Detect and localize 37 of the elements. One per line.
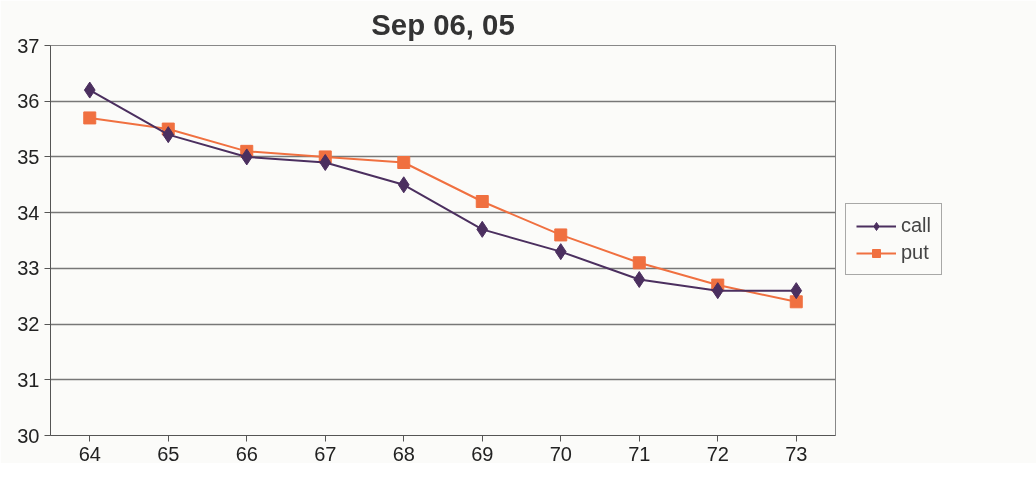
y-tick-label: 31: [17, 368, 40, 391]
y-tick-label: 35: [17, 145, 40, 168]
y-tick-label: 32: [17, 313, 40, 336]
y-tick-label: 36: [17, 90, 40, 113]
legend-label: call: [901, 214, 932, 237]
x-tick-label: 68: [392, 442, 415, 465]
point: [633, 271, 646, 288]
point: [162, 126, 175, 144]
y-tick-label: 34: [17, 201, 40, 224]
point: [475, 195, 489, 208]
point: [790, 282, 803, 300]
x-tick-label: 73: [785, 442, 808, 465]
point: [476, 220, 489, 238]
point: [83, 81, 96, 99]
point: [554, 243, 567, 261]
point: [397, 176, 410, 194]
x-tick-label: 66: [235, 442, 258, 465]
point: [711, 282, 724, 300]
point: [632, 256, 646, 270]
point: [789, 295, 803, 309]
x-tick-label: 65: [157, 442, 180, 465]
point: [83, 111, 97, 125]
legend-label: put: [901, 241, 929, 264]
y-tick-label: 30: [17, 424, 40, 447]
x-tick-label: 64: [78, 442, 101, 465]
y-tick-label: 33: [17, 257, 40, 280]
y-tick-label: 37: [17, 34, 40, 57]
x-tick-label: 72: [706, 442, 729, 465]
point: [554, 228, 568, 242]
point: [397, 156, 411, 169]
point: [240, 148, 253, 166]
x-tick-label: 70: [549, 442, 572, 465]
chart-title: Sep 06, 05: [371, 7, 515, 41]
point: [319, 154, 332, 171]
x-tick-label: 69: [471, 442, 494, 465]
x-tick-label: 67: [314, 442, 337, 465]
x-tick-label: 71: [628, 442, 651, 465]
